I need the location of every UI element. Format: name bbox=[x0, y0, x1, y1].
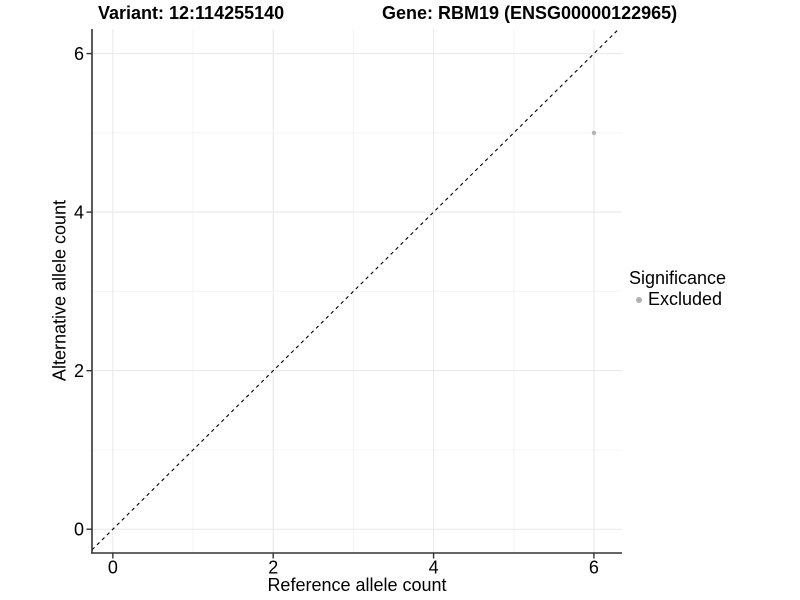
plot-title-variant: Variant: 12:114255140 bbox=[98, 3, 285, 23]
identity-reference-line bbox=[91, 28, 620, 551]
y-tick-label: 4 bbox=[74, 203, 84, 223]
y-tick-label: 0 bbox=[74, 520, 84, 540]
legend: Significance Excluded bbox=[629, 268, 726, 310]
y-tick-label: 2 bbox=[74, 361, 84, 381]
legend-marker-circle-icon bbox=[636, 296, 642, 303]
x-tick-label: 6 bbox=[589, 558, 599, 578]
x-tick-label: 2 bbox=[268, 558, 278, 578]
y-axis-title: Alternative allele count bbox=[49, 199, 70, 382]
x-tick-label: 0 bbox=[108, 558, 118, 578]
legend-item-excluded: Excluded bbox=[629, 289, 726, 310]
x-axis-title: Reference allele count bbox=[267, 575, 447, 595]
legend-title: Significance bbox=[629, 268, 727, 288]
legend-item-label: Excluded bbox=[648, 289, 723, 309]
plot-title-gene: Gene: RBM19 (ENSG00000122965) bbox=[382, 3, 678, 23]
x-tick-label: 4 bbox=[429, 558, 439, 578]
y-tick-label: 6 bbox=[74, 44, 84, 64]
data-point bbox=[591, 130, 597, 135]
